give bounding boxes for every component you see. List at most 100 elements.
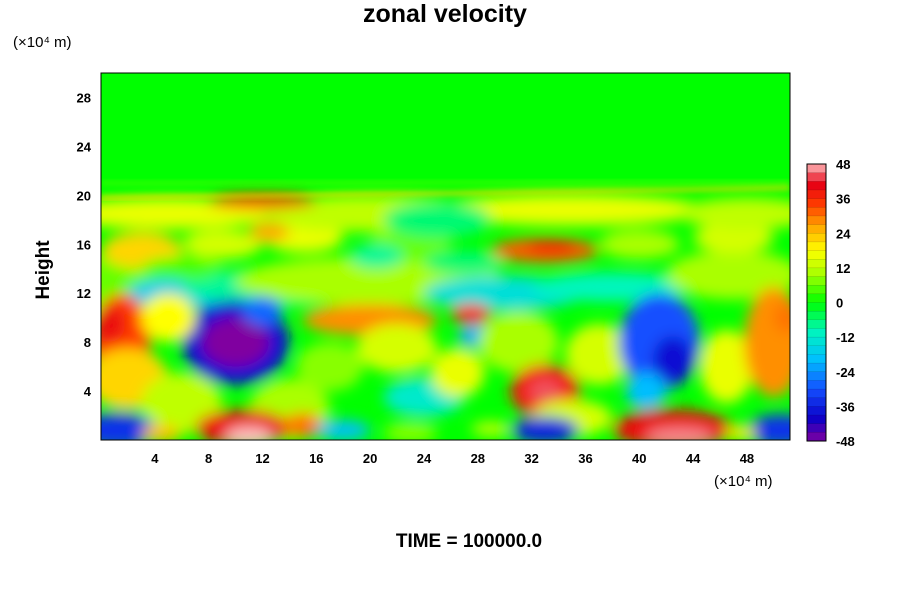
tropopause-line [101, 186, 790, 200]
tropopause-band [101, 180, 790, 200]
field-patch [646, 427, 714, 440]
colorbar-segment [806, 250, 827, 260]
y-tick-label: 12 [77, 286, 91, 301]
colorbar-segment [806, 354, 827, 364]
colorbar-segment [806, 432, 827, 442]
colorbar-segment [806, 388, 827, 399]
x-unit-label: (×10⁴ m) [714, 473, 773, 490]
field-patch [471, 421, 512, 437]
field-patch [477, 311, 559, 373]
field-patch [746, 414, 790, 440]
colorbar-tick-label: 0 [836, 296, 843, 311]
plot-area [100, 72, 791, 441]
field-patch [699, 329, 754, 404]
x-tick-label: 4 [151, 451, 159, 466]
colorbar-tick-label: 12 [836, 261, 850, 276]
colorbar-segment [806, 224, 827, 234]
x-tick-label: 32 [524, 451, 538, 466]
colorbar-tick-label: -48 [836, 434, 855, 449]
colorbar-segment [806, 302, 827, 312]
field-patch [296, 342, 364, 392]
field-patch [201, 317, 270, 367]
field-patch [282, 413, 324, 438]
field-patch [242, 296, 283, 327]
field-patch [652, 336, 694, 385]
y-tick-label: 28 [77, 90, 91, 105]
colorbar-tick-label: 36 [836, 192, 850, 207]
x-tick-label: 8 [205, 451, 212, 466]
colorbar-segment [806, 163, 827, 174]
field-patch [598, 229, 680, 259]
field-patch [528, 378, 562, 404]
plot-frame [100, 72, 791, 441]
colorbar-segment [806, 241, 827, 252]
field-patch [141, 293, 196, 343]
y-tick-label: 24 [77, 139, 92, 154]
field-patch [773, 302, 790, 333]
field-patch [249, 222, 290, 242]
field-patch [383, 422, 438, 440]
field-patch [625, 372, 667, 410]
colorbar-segment [806, 189, 827, 200]
colorbar-segment [806, 207, 827, 217]
colorbar-tick-label: -36 [836, 399, 855, 414]
y-tick-label: 4 [84, 384, 92, 399]
colorbar-segment [806, 406, 827, 416]
colorbar-tick-label: -24 [836, 365, 856, 380]
colorbar-segment [806, 423, 827, 433]
colorbar-segment [806, 172, 827, 182]
colorbar-segment [806, 215, 827, 226]
colorbar-segment [806, 198, 827, 208]
x-tick-label: 16 [309, 451, 323, 466]
x-tick-label: 44 [686, 451, 701, 466]
field-patch [437, 194, 707, 226]
upper-layer-line [101, 180, 790, 185]
field-patch [511, 416, 579, 440]
field-patch [565, 323, 633, 385]
field-patch [744, 287, 790, 398]
field-patch [356, 323, 438, 373]
x-tick-label: 48 [740, 451, 754, 466]
field-patch [224, 426, 274, 440]
field-patch [423, 250, 505, 275]
colorbar-segment [806, 233, 827, 243]
colorbar-segment [806, 328, 827, 338]
field-patch [349, 244, 404, 269]
velocity-field [101, 73, 790, 440]
field-patch [724, 425, 757, 440]
colorbar-segment [806, 397, 827, 407]
colorbar-segment [806, 259, 827, 269]
field-patch [316, 420, 371, 440]
colorbar-segment [806, 293, 827, 304]
colorbar-segment [806, 284, 827, 295]
field-patch [383, 201, 492, 239]
field-patch [693, 223, 774, 253]
field-patch [450, 304, 492, 324]
chart-title: zonal velocity [363, 0, 527, 28]
field-patch [208, 194, 317, 209]
x-tick-label: 28 [471, 451, 485, 466]
field-patch [527, 239, 577, 255]
colorbar-segment [806, 319, 827, 330]
colorbar-segment [806, 336, 827, 347]
colorbar-segment [806, 181, 827, 191]
field-patch [141, 256, 223, 281]
colorbar-tick-label: 48 [836, 157, 850, 172]
colorbar-segment [806, 380, 827, 390]
y-tick-label: 8 [84, 335, 91, 350]
field-patch [141, 425, 182, 440]
y-tick-label: 16 [77, 237, 91, 252]
colorbar: 48 36 24 12 0 -12 -24 -36 -48 [806, 157, 856, 449]
colorbar-segment [806, 414, 827, 425]
field-patch [679, 197, 790, 230]
x-tick-label: 36 [578, 451, 592, 466]
colorbar-tick-label: -12 [836, 330, 855, 345]
x-tick-label: 12 [255, 451, 269, 466]
colorbar-segment [806, 310, 827, 321]
colorbar-frame [806, 163, 827, 442]
colorbar-tick-label: 24 [836, 226, 851, 241]
y-unit-label: (×10⁴ m) [13, 34, 72, 51]
colorbar-segment [806, 371, 827, 382]
